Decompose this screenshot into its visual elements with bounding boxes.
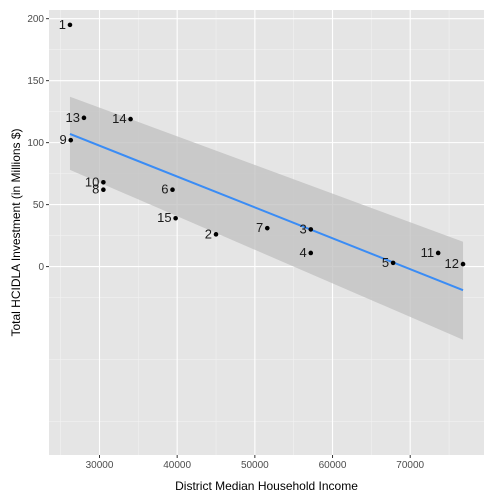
point-4 [308,250,314,256]
point-label-15: 15 [157,210,171,225]
point-label-12: 12 [445,256,459,271]
point-11 [435,250,441,256]
point-label-7: 7 [256,220,263,235]
y-tick-label: 200 [27,14,44,25]
y-axis-title: Total HCIDLA Investment (in Millions $) [9,128,23,336]
y-tick-label: 50 [33,200,45,211]
point-label-8: 8 [92,182,99,197]
x-tick-label: 50000 [241,460,269,471]
point-label-3: 3 [300,221,307,236]
point-label-13: 13 [65,110,79,125]
point-12 [460,261,466,267]
point-6 [170,187,175,193]
point-10 [101,179,106,185]
regression-line [69,133,464,292]
confidence-band [69,96,464,340]
point-14 [128,116,133,122]
x-axis-title: District Median Household Income [175,479,358,493]
point-1 [67,22,73,28]
y-tick-label: 0 [38,262,44,273]
y-tick-label: 150 [27,76,44,87]
point-label-5: 5 [382,255,389,270]
point-15 [173,215,178,221]
data-points [67,22,466,267]
x-axis-ticks: 30000 40000 50000 60000 70000 [86,455,425,471]
point-13 [81,115,87,121]
x-tick-label: 40000 [163,460,191,471]
point-label-14: 14 [112,111,126,126]
point-label-6: 6 [161,182,168,197]
point-5 [390,260,396,266]
point-8 [101,187,106,193]
point-label-2: 2 [205,226,212,241]
point-9 [68,137,74,143]
point-label-1: 1 [59,17,66,32]
point-label-9: 9 [60,132,67,147]
x-tick-label: 70000 [396,460,424,471]
point-7 [264,225,270,231]
x-tick-label: 60000 [319,460,347,471]
point-label-10: 10 [85,174,99,189]
point-label-11: 11 [421,245,435,260]
point-label-4: 4 [300,245,307,260]
point-2 [213,232,219,237]
x-tick-label: 30000 [86,460,114,471]
y-axis-ticks: 0 50 100 150 200 [27,14,49,273]
point-3 [308,227,314,232]
y-tick-label: 100 [27,138,44,149]
